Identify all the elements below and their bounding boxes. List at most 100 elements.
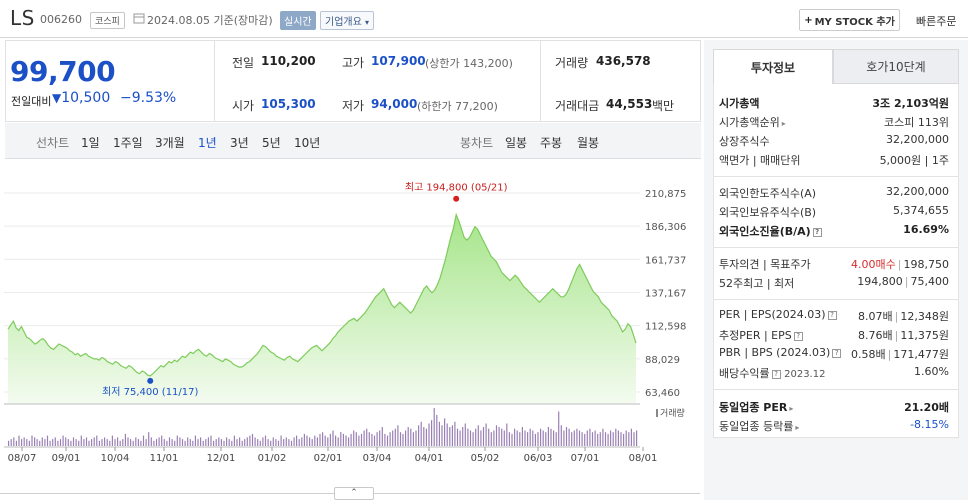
volume-bar [46, 435, 49, 446]
volume-bar [620, 432, 622, 446]
volume-bar [75, 439, 77, 446]
volume-bar [628, 432, 630, 446]
volume-bar [174, 440, 176, 446]
volume-bar [223, 440, 225, 446]
caret-right-icon: ▸ [789, 404, 794, 413]
help-icon[interactable]: ? [832, 349, 842, 358]
volume-bar [335, 435, 337, 446]
add-my-stock-button[interactable]: + MY STOCK 추가 [799, 9, 900, 31]
volume-bar [425, 428, 427, 446]
listed-shares-row: 상장주식수 32,200,000 [719, 133, 949, 151]
tab-candle-monthly[interactable]: 월봉 [577, 136, 600, 150]
help-icon[interactable]: ? [827, 311, 837, 320]
volume-bar [104, 437, 106, 446]
foreign-ratio-label: 외국인소진율(B/A) [719, 225, 811, 238]
tab-period-1w[interactable]: 1주일 [113, 136, 143, 150]
volume-bar [441, 425, 443, 446]
realtime-badge[interactable]: 실시간 [280, 11, 316, 30]
tab-period-1d[interactable]: 1일 [81, 136, 100, 150]
company-overview-label: 기업개요 [325, 17, 362, 28]
volume-bar [319, 433, 321, 446]
volume-bar [31, 435, 33, 446]
volume-bar [283, 439, 285, 446]
x-tick-label: 03/04 [363, 453, 392, 464]
volume-bar [132, 440, 134, 446]
volume-bar [93, 437, 95, 446]
volume-bar [184, 440, 186, 446]
help-icon[interactable]: ? [812, 228, 822, 237]
help-icon[interactable]: ? [793, 332, 803, 341]
tab-line-chart[interactable]: 선차트 [36, 136, 70, 150]
volume-bar [573, 430, 575, 446]
y-tick-label: 161,737 [645, 255, 686, 266]
prev-close-value: 110,200 [261, 54, 316, 68]
tab-period-3y[interactable]: 3년 [230, 136, 249, 150]
volume-label: 거래량 [555, 56, 589, 70]
listed-shares-value: 32,200,000 [886, 133, 949, 146]
x-tick-label: 08/07 [8, 453, 37, 464]
tab-orderbook-10[interactable]: 호가10단계 [833, 49, 959, 84]
sector-rate-value: -8.15% [910, 418, 949, 431]
dividend-value: 1.60% [914, 365, 949, 378]
market-cap-rank-row[interactable]: 시가총액순위 ▸ 코스피 113위 [719, 114, 949, 132]
sector-per-row[interactable]: 동일업종 PER ▸ 21.20배 [719, 399, 949, 417]
company-overview-button[interactable]: 기업개요 ▾ [320, 11, 375, 30]
tab-candle-chart[interactable]: 봉차트 [460, 136, 494, 150]
tab-period-1y[interactable]: 1년 [198, 136, 217, 150]
volume-bar [272, 437, 274, 446]
volume-bar [553, 430, 555, 446]
volume-bar [397, 425, 399, 446]
volume-bar [477, 425, 479, 446]
price-change: ▼10,500 [52, 90, 110, 106]
52week-row: 52주최고 | 최저 194,800 | 75,400 [719, 275, 949, 290]
volume-bar [15, 440, 17, 446]
volume-bar [192, 440, 194, 446]
tab-period-3m[interactable]: 3개월 [155, 136, 185, 150]
help-icon[interactable]: ? [771, 370, 781, 379]
pbr-label: PBR | BPS (2024.03) [719, 346, 831, 359]
volume-bar [296, 435, 298, 446]
volume-bar [534, 433, 536, 446]
collapse-chart-button[interactable]: ⌃ [334, 487, 374, 500]
volume-bar [550, 428, 552, 446]
pbr-value: 0.58배 [851, 348, 886, 361]
tab-candle-daily[interactable]: 일봉 [505, 136, 528, 150]
dividend-date: 2023.12 [784, 369, 826, 380]
volume-bar [444, 418, 446, 446]
volume-bar [127, 437, 129, 446]
volume-bar [301, 437, 303, 446]
tab-invest-info[interactable]: 투자정보 [713, 49, 833, 84]
caret-right-icon: ▸ [795, 423, 800, 432]
volume-bar [293, 437, 295, 446]
volume-bar [288, 439, 290, 446]
est-per-row: 추정PER | EPS? 8.76배 | 11,375원 [719, 329, 949, 342]
tab-period-10y[interactable]: 10년 [294, 136, 321, 150]
volume-bar [106, 439, 108, 446]
volume-bar [342, 433, 344, 446]
sector-rate-row[interactable]: 동일업종 등락률 ▸ -8.15% [719, 418, 949, 436]
volume-bar [555, 432, 557, 446]
volume-bar [495, 425, 498, 446]
52week-label: 52주최고 | 최저 [719, 277, 795, 290]
divider [713, 389, 959, 390]
volume-bar [514, 428, 516, 446]
tab-candle-weekly[interactable]: 주봉 [540, 136, 563, 150]
volume-bar [407, 427, 409, 446]
volume-bar [109, 440, 111, 446]
face-value-row: 액면가 | 매매단위 5,000원 | 1주 [719, 152, 949, 170]
volume-bar [262, 437, 264, 446]
price-chart: 210,875 186,306 161,737 137,167 112,598 88,02… [4, 182, 686, 464]
x-tick-label: 12/01 [207, 453, 236, 464]
quick-order-link[interactable]: 빠른주문 [916, 15, 957, 28]
opinion-row: 투자의견 | 목표주가 4.00매수 | 198,750 [719, 258, 950, 271]
target-price-value: 198,750 [903, 258, 950, 271]
pbr-row: PBR | BPS (2024.03)? 0.58배 | 171,477원 [719, 346, 949, 361]
volume-bar [612, 432, 614, 446]
volume-bar [85, 437, 88, 446]
low-value: 94,000 [371, 97, 418, 111]
volume-bar [636, 430, 638, 446]
price-line [7, 212, 637, 377]
foreign-limit-label: 외국인한도주식수(A) [719, 187, 817, 200]
volume-bar [26, 439, 28, 446]
tab-period-5y[interactable]: 5년 [262, 136, 281, 150]
